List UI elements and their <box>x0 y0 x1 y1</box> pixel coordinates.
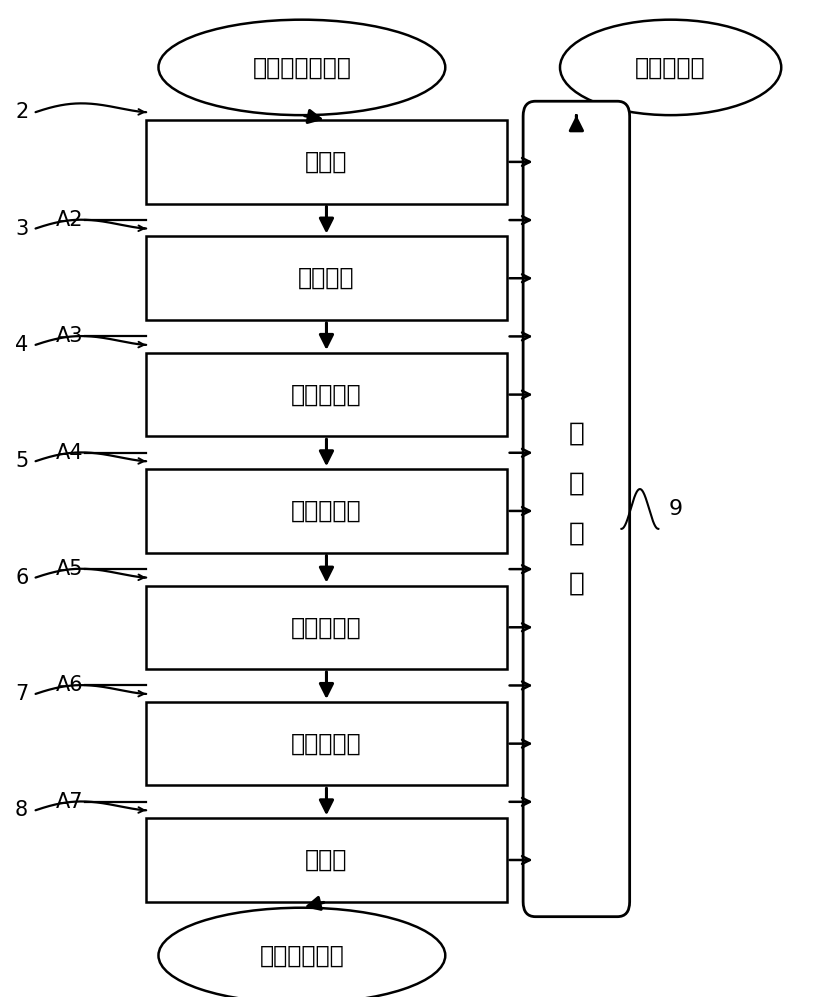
Text: 5: 5 <box>15 451 28 471</box>
Text: 7: 7 <box>15 684 28 704</box>
Text: 第一搅拌机: 第一搅拌机 <box>291 383 362 407</box>
Text: A5: A5 <box>56 559 83 579</box>
Text: 抽
气
设
备: 抽 气 设 备 <box>568 421 584 597</box>
Text: 储料设备: 储料设备 <box>298 266 355 290</box>
Text: 人造萤石成品: 人造萤石成品 <box>260 943 344 967</box>
Bar <box>146 120 507 204</box>
Text: 3: 3 <box>15 219 28 239</box>
Ellipse shape <box>560 20 781 115</box>
Bar <box>146 236 507 320</box>
Text: A4: A4 <box>56 443 83 463</box>
Text: 过筛器: 过筛器 <box>305 150 347 174</box>
Text: A3: A3 <box>56 326 83 346</box>
Bar <box>146 702 507 785</box>
Text: 烘干机: 烘干机 <box>305 848 347 872</box>
Text: 9: 9 <box>668 499 682 519</box>
Text: 第二搅拌机: 第二搅拌机 <box>291 615 362 639</box>
Ellipse shape <box>158 908 446 1000</box>
Text: 氟化钙污泥粉末: 氟化钙污泥粉末 <box>252 55 351 79</box>
Bar <box>146 469 507 553</box>
FancyBboxPatch shape <box>523 101 629 917</box>
Ellipse shape <box>158 20 446 115</box>
Text: 回收再利用: 回收再利用 <box>635 55 706 79</box>
Text: 8: 8 <box>15 800 28 820</box>
Text: 第二压球机: 第二压球机 <box>291 732 362 756</box>
Text: 6: 6 <box>15 568 28 588</box>
Text: 4: 4 <box>15 335 28 355</box>
Text: 2: 2 <box>15 102 28 122</box>
Bar <box>146 818 507 902</box>
Text: A6: A6 <box>56 675 83 695</box>
Bar <box>146 586 507 669</box>
Text: 第一压球机: 第一压球机 <box>291 499 362 523</box>
Bar <box>146 353 507 436</box>
Text: A2: A2 <box>56 210 83 230</box>
Text: A7: A7 <box>56 792 83 812</box>
